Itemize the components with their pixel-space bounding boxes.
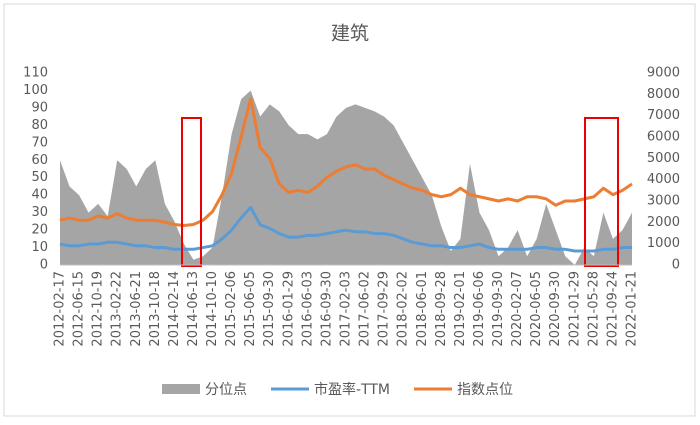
x-tick-label: 2012-06-15 <box>72 271 87 347</box>
x-tick-label: 2019-06-06 <box>472 271 487 347</box>
y2-tick-label: 3000 <box>647 194 680 209</box>
y2-tick-label: 6000 <box>647 130 680 145</box>
y-tick-label: 0 <box>40 258 48 273</box>
line <box>59 205 632 253</box>
y-tick-label: 20 <box>31 223 48 238</box>
y-tick-label: 70 <box>31 135 48 150</box>
y2-tick-label: 4000 <box>647 172 680 187</box>
y2-tick-label: 1000 <box>647 236 680 251</box>
y-tick-label: 100 <box>23 83 48 98</box>
x-tick-label: 2013-10-18 <box>148 271 163 347</box>
y2-tick-label: 8000 <box>647 87 680 102</box>
x-tick-label: 2020-06-05 <box>529 271 544 347</box>
x-tick-label: 2017-06-02 <box>358 271 373 347</box>
x-tick-label: 2017-02-03 <box>339 271 354 347</box>
y-tick-label: 10 <box>31 240 48 255</box>
x-tick-label: 2017-09-29 <box>377 271 392 347</box>
x-tick-label: 2014-06-13 <box>186 271 201 347</box>
y2-tick-label: 9000 <box>647 66 680 81</box>
line <box>59 97 633 228</box>
y2-tick-label: 5000 <box>647 151 680 166</box>
x-tick-label: 2014-10-10 <box>205 271 220 347</box>
y-tick-label: 110 <box>23 66 48 81</box>
y-tick-label: 50 <box>31 170 48 185</box>
area <box>60 90 632 265</box>
x-tick-label: 2018-02-02 <box>396 271 411 347</box>
highlight-box <box>584 117 619 267</box>
x-tick-label: 2016-01-29 <box>281 271 296 347</box>
x-tick-label: 2015-06-05 <box>243 271 258 347</box>
x-tick-label: 2015-02-06 <box>224 271 239 347</box>
chart-title: 建筑 <box>331 23 369 45</box>
x-tick-label: 2014-02-14 <box>167 271 182 347</box>
highlight-box <box>181 117 202 267</box>
y2-tick-label: 0 <box>672 258 680 273</box>
y-tick-label: 30 <box>31 205 48 220</box>
x-tick-label: 2016-06-03 <box>300 271 315 347</box>
x-tick-label: 2018-09-28 <box>434 271 449 347</box>
y2-tick-label: 2000 <box>647 215 680 230</box>
x-tick-label: 2022-01-21 <box>625 271 640 347</box>
x-tick-label: 2012-10-19 <box>91 271 106 347</box>
x-tick-label: 2019-09-30 <box>491 271 506 347</box>
x-tick-label: 2020-02-07 <box>510 271 525 347</box>
x-tick-label: 2018-06-01 <box>415 271 430 347</box>
y-tick-label: 60 <box>31 153 48 168</box>
y2-tick-label: 7000 <box>647 108 680 123</box>
legend-label: 市盈率-TTM <box>314 381 390 398</box>
x-tick-label: 2021-01-29 <box>567 271 582 347</box>
x-tick-label: 2020-09-30 <box>548 271 563 347</box>
x-tick-label: 2016-09-30 <box>319 271 334 347</box>
x-tick-label: 2019-02-01 <box>453 271 468 347</box>
legend-label: 分位点 <box>205 382 247 398</box>
x-tick-label: 2012-02-17 <box>53 271 68 347</box>
y-tick-label: 80 <box>31 118 48 133</box>
y-tick-label: 90 <box>31 100 48 115</box>
x-tick-label: 2013-06-21 <box>129 271 144 347</box>
y-tick-label: 40 <box>31 188 48 203</box>
x-tick-label: 2015-09-30 <box>262 271 277 347</box>
legend-swatch <box>162 384 200 394</box>
legend-label: 指数点位 <box>457 382 513 398</box>
x-tick-label: 2021-09-24 <box>605 271 620 347</box>
x-tick-label: 2021-05-28 <box>586 271 601 347</box>
x-tick-label: 2013-02-22 <box>110 271 125 347</box>
